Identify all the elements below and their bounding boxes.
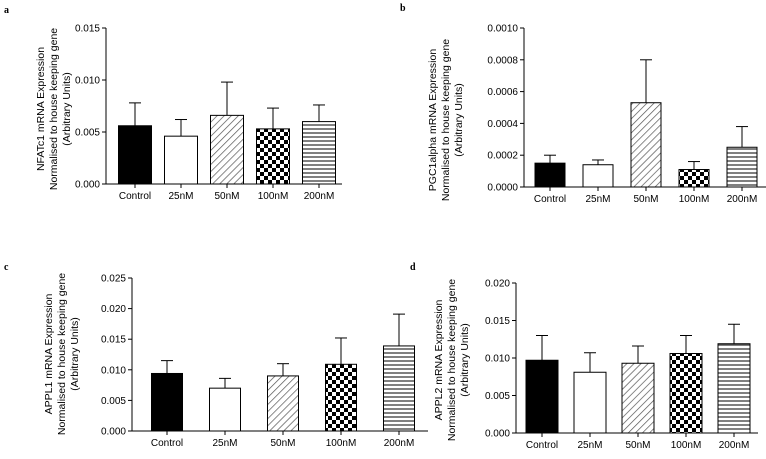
y-tick-label: 0.0008 xyxy=(487,55,518,66)
chart-panel-d: d 0.000 0.005 0.010 0.015 0.020 Control 25nM 50… xyxy=(410,262,758,451)
bar-25nm xyxy=(573,371,607,434)
y-tick-label: 0.000 xyxy=(101,427,126,438)
y-tick-label: 0.0006 xyxy=(487,87,518,98)
y-tick-label: 0.020 xyxy=(101,304,126,315)
x-tick-label: 200nM xyxy=(719,440,750,451)
bar-control xyxy=(118,125,152,185)
bar-50nm xyxy=(210,114,244,185)
bar-200nm xyxy=(717,343,751,434)
y-tick-label: 0.010 xyxy=(485,354,510,365)
y-axis-label: Normalised to house keeping gene xyxy=(56,273,68,435)
bar-25nm xyxy=(209,387,241,432)
y-axis-label: NFATc1 mRNA Expression xyxy=(35,47,47,171)
y-axis-label: (Arbitrary Units) xyxy=(61,72,73,146)
y-tick-label: 0.0002 xyxy=(487,151,518,162)
y-tick-label: 0.005 xyxy=(101,396,126,407)
bar-50nm xyxy=(630,102,662,188)
y-tick-label: 0.0010 xyxy=(487,24,518,35)
y-axis-label: APPL2 mRNA Expression xyxy=(433,299,445,420)
x-tick-label: Control xyxy=(526,440,558,451)
y-axis-label: Normalised to house keeping gene xyxy=(48,28,60,190)
x-tick-label: 50nM xyxy=(270,438,295,449)
bar-control xyxy=(151,372,183,432)
y-tick-label: 0.005 xyxy=(485,391,510,402)
bar-100nm xyxy=(669,353,703,434)
bar-50nm xyxy=(267,375,299,432)
x-tick-label: 50nM xyxy=(625,440,650,451)
bar-200nm xyxy=(383,345,415,432)
x-tick-label: 100nM xyxy=(679,194,710,205)
x-tick-label: 50nM xyxy=(214,191,239,202)
x-tick-label: 100nM xyxy=(258,191,289,202)
x-tick-label: 25nM xyxy=(577,440,602,451)
y-axis-label: APPL1 mRNA Expression xyxy=(43,293,55,414)
y-tick-label: 0.000 xyxy=(75,180,100,191)
y-tick-label: 0.010 xyxy=(75,76,100,87)
chart-panel-c: c 0.000 0.005 0.010 0.015 0.020 0.025 Control 2… xyxy=(4,262,428,449)
x-tick-label: 25nM xyxy=(168,191,193,202)
panel-letter: c xyxy=(4,262,9,273)
y-tick-label: 0.000 xyxy=(485,429,510,440)
panel-letter: b xyxy=(400,3,406,14)
y-tick-label: 0.010 xyxy=(101,365,126,376)
y-tick-label: 0.0004 xyxy=(487,119,518,130)
y-axis-label: Normalised to house keeping gene xyxy=(446,279,458,441)
bar-100nm xyxy=(678,169,710,188)
bar-control xyxy=(525,359,559,434)
x-tick-label: 25nM xyxy=(212,438,237,449)
bar-control xyxy=(534,162,566,188)
chart-panel-a: a 0.000 0.005 0.010 0.015 Control 25nM 50nM 100… xyxy=(4,5,342,202)
x-tick-label: Control xyxy=(119,191,151,202)
x-tick-label: 100nM xyxy=(326,438,357,449)
bar-25nm xyxy=(164,135,198,185)
x-tick-label: 200nM xyxy=(727,194,758,205)
bar-100nm xyxy=(325,363,357,432)
y-tick-label: 0.020 xyxy=(485,279,510,290)
y-tick-label: 0.015 xyxy=(75,24,100,35)
y-tick-label: 0.025 xyxy=(101,274,126,285)
x-tick-label: 200nM xyxy=(304,191,335,202)
y-axis-label: (Arbitrary Units) xyxy=(453,83,465,157)
y-axis-label: PGC1alpha mRNA Expression xyxy=(427,49,439,192)
x-tick-label: 200nM xyxy=(384,438,415,449)
bar-200nm xyxy=(302,121,336,185)
panel-letter: d xyxy=(410,262,416,273)
y-tick-label: 0.0000 xyxy=(487,183,518,194)
x-tick-label: 100nM xyxy=(671,440,702,451)
x-tick-label: 50nM xyxy=(633,194,658,205)
y-axis-label: (Arbitrary Units) xyxy=(459,323,471,397)
x-tick-label: Control xyxy=(534,194,566,205)
bar-100nm xyxy=(256,128,290,185)
x-tick-label: Control xyxy=(151,438,183,449)
panel-letter: a xyxy=(4,5,9,16)
y-axis-label: Normalised to house keeping gene xyxy=(440,39,452,201)
bar-200nm xyxy=(726,146,758,188)
y-tick-label: 0.015 xyxy=(485,316,510,327)
x-tick-label: 25nM xyxy=(585,194,610,205)
bar-50nm xyxy=(621,362,655,434)
chart-panel-b: b 0.0000 0.0002 0.0004 0.0006 0.0008 0.0010 Co… xyxy=(400,3,766,205)
y-tick-label: 0.015 xyxy=(101,335,126,346)
y-tick-label: 0.005 xyxy=(75,128,100,139)
bar-25nm xyxy=(582,164,614,188)
y-axis-label: (Arbitrary Units) xyxy=(69,317,81,391)
